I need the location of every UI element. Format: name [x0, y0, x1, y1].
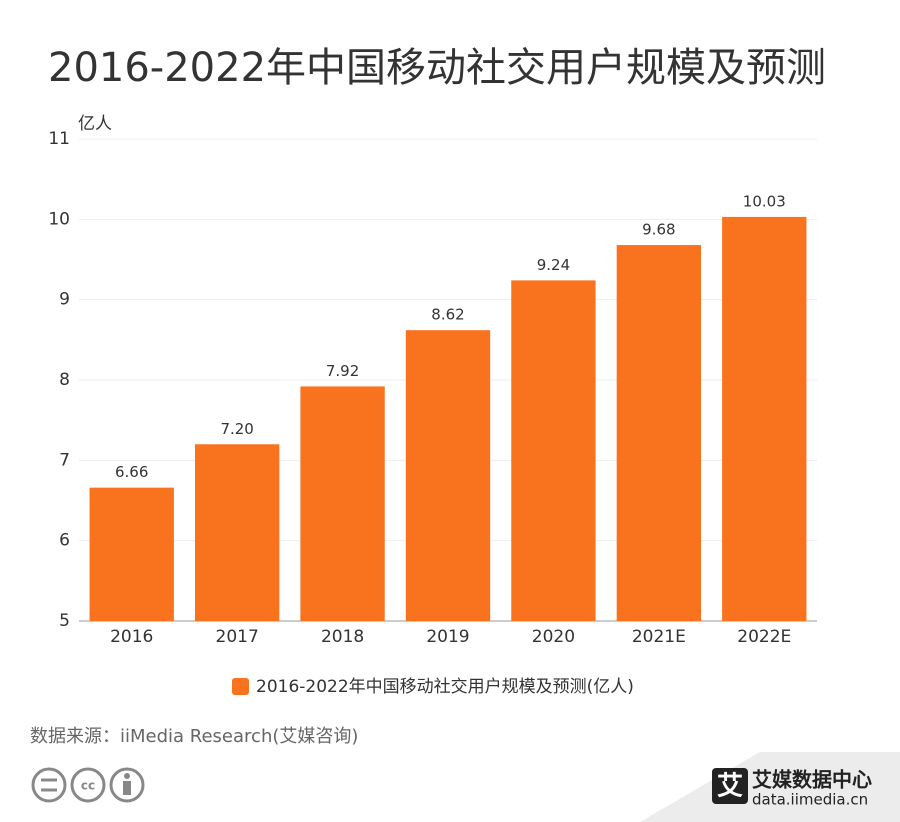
x-tick-label: 2016 — [110, 627, 153, 647]
bar — [89, 487, 174, 621]
y-tick-label: 6 — [59, 531, 70, 551]
source: 数据来源：iiMedia Research(艾媒咨询) — [30, 726, 358, 747]
x-tick-label: 2017 — [216, 627, 259, 647]
x-tick-label: 2020 — [532, 627, 575, 647]
y-tick-label: 10 — [48, 209, 70, 229]
legend-swatch — [232, 678, 249, 695]
value-label: 9.68 — [642, 221, 675, 239]
chart-title: 2016-2022年中国移动社交用户规模及预测 — [48, 45, 826, 91]
bar — [300, 386, 385, 621]
logo-box — [712, 768, 748, 804]
value-label: 7.20 — [220, 420, 253, 438]
x-tick-label: 2022E — [737, 627, 791, 647]
y-tick-label: 9 — [59, 290, 70, 310]
y-tick-label: 5 — [59, 611, 70, 631]
y-tick-label: 7 — [59, 450, 70, 470]
value-label: 7.92 — [326, 362, 359, 380]
value-label: 9.24 — [537, 256, 570, 274]
cc-icon: cc — [81, 779, 95, 793]
value-label: 10.03 — [743, 192, 786, 210]
logo-background — [640, 752, 900, 822]
y-tick-label: 8 — [59, 370, 70, 390]
bar — [616, 245, 702, 622]
x-tick-label: 2018 — [321, 627, 364, 647]
logo-name: 艾媒数据中心 — [752, 768, 872, 792]
value-label: 8.62 — [431, 306, 464, 324]
x-tick-label: 2021E — [632, 627, 686, 647]
logo-url: data.iimedia.cn — [752, 791, 868, 809]
bar — [511, 280, 596, 621]
bar — [405, 330, 491, 621]
x-tick-label: 2019 — [426, 627, 469, 647]
value-label: 6.66 — [115, 463, 148, 481]
y-tick-label: 11 — [48, 129, 70, 149]
legend-label: 2016-2022年中国移动社交用户规模及预测(亿人) — [256, 677, 634, 697]
bar — [194, 444, 280, 621]
logo-icon: 艾 — [717, 772, 743, 802]
bar — [722, 216, 807, 621]
license-icons — [31, 767, 145, 803]
y-axis-label: 亿人 — [78, 114, 112, 134]
